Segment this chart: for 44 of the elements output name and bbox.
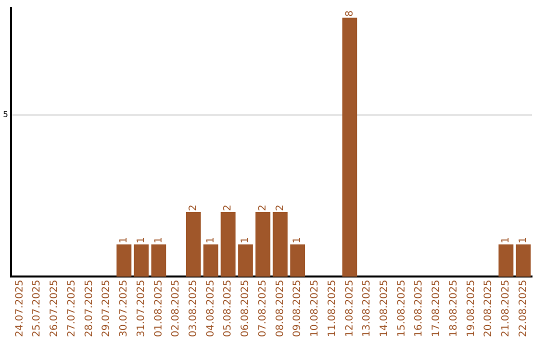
x-tick-label: 28.07.2025 — [84, 280, 95, 338]
data-label: 1 — [240, 236, 252, 244]
x-tick-label: 20.08.2025 — [483, 280, 494, 338]
x-tick-label: 25.07.2025 — [32, 280, 43, 338]
x-tick-label: 17.08.2025 — [431, 280, 442, 338]
y-tick-label: 5 — [2, 110, 8, 119]
x-tick-label: 26.07.2025 — [49, 280, 60, 338]
x-tick-label: 04.08.2025 — [205, 280, 216, 338]
data-label: 1 — [118, 236, 130, 244]
data-label: 1 — [292, 236, 304, 244]
x-tick-label: 19.08.2025 — [466, 280, 477, 338]
x-tick-label: 03.08.2025 — [188, 280, 199, 338]
x-tick-label: 06.08.2025 — [240, 280, 252, 338]
x-tick-label: 07.08.2025 — [257, 280, 268, 338]
x-tick-label: 14.08.2025 — [379, 280, 390, 338]
x-tick-label: 11.08.2025 — [326, 280, 338, 338]
data-label: 1 — [500, 236, 512, 244]
x-tick-label: 30.07.2025 — [118, 280, 130, 338]
x-tick-label: 24.07.2025 — [14, 280, 26, 338]
x-tick-label: 12.08.2025 — [344, 280, 356, 338]
data-label: 2 — [257, 204, 268, 211]
x-tick-label: 10.08.2025 — [310, 280, 321, 338]
x-tick-label: 05.08.2025 — [222, 280, 234, 338]
x-tick-label: 29.07.2025 — [101, 280, 112, 338]
x-tick-label: 02.08.2025 — [170, 280, 182, 338]
data-label: 1 — [205, 236, 216, 244]
data-label: 1 — [518, 236, 529, 244]
x-tick-label: 15.08.2025 — [396, 280, 408, 338]
data-label: 2 — [222, 204, 234, 211]
x-tick-label: 16.08.2025 — [414, 280, 425, 338]
x-tick-label: 09.08.2025 — [292, 280, 304, 338]
data-label: 1 — [153, 236, 164, 244]
x-tick-label: 27.07.2025 — [66, 280, 78, 338]
x-tick-label: 18.08.2025 — [448, 280, 460, 338]
x-tick-label: 21.08.2025 — [500, 280, 512, 338]
data-label: 2 — [274, 204, 286, 211]
x-tick-label: 13.08.2025 — [362, 280, 373, 338]
x-tick-label: 31.07.2025 — [136, 280, 147, 338]
x-tick-label: 01.08.2025 — [153, 280, 164, 338]
data-label: 1 — [136, 236, 147, 244]
data-label: 2 — [188, 204, 199, 211]
data-label: 8 — [344, 10, 356, 17]
x-tick-label: 08.08.2025 — [274, 280, 286, 338]
x-tick-label: 22.08.2025 — [518, 280, 529, 338]
